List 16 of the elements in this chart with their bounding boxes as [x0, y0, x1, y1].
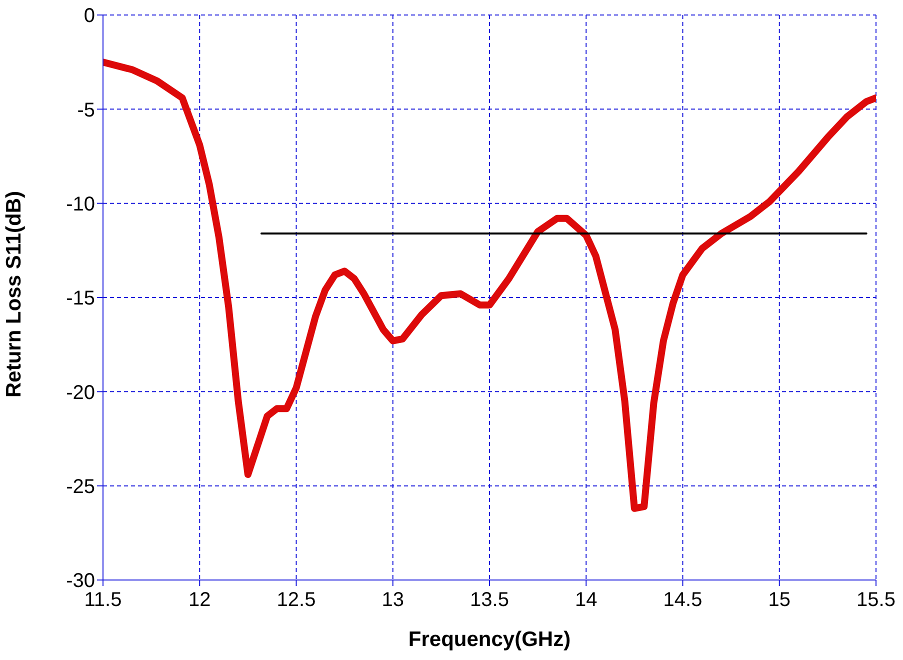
- y-tick-label: -5: [77, 99, 95, 122]
- x-axis-title: Frequency(GHz): [408, 628, 571, 651]
- y-tick-label: -15: [66, 288, 95, 310]
- x-tick-label: 13: [382, 589, 404, 612]
- y-tick-label: -10: [66, 193, 95, 216]
- x-tick-label: 15.5: [856, 589, 896, 612]
- x-tick-label: 12: [188, 589, 211, 612]
- y-tick-label: -20: [66, 382, 95, 404]
- y-tick-label: 0: [84, 5, 95, 28]
- x-tick-label: 14.5: [663, 589, 702, 612]
- x-tick-label: 13.5: [470, 589, 509, 612]
- x-tick-label: 12.5: [276, 589, 316, 612]
- x-tick-label: 15: [768, 589, 790, 612]
- x-tick-label: 14: [575, 589, 598, 612]
- y-axis-title: Return Loss S11(dB): [2, 190, 26, 398]
- y-tick-label: -25: [66, 476, 95, 498]
